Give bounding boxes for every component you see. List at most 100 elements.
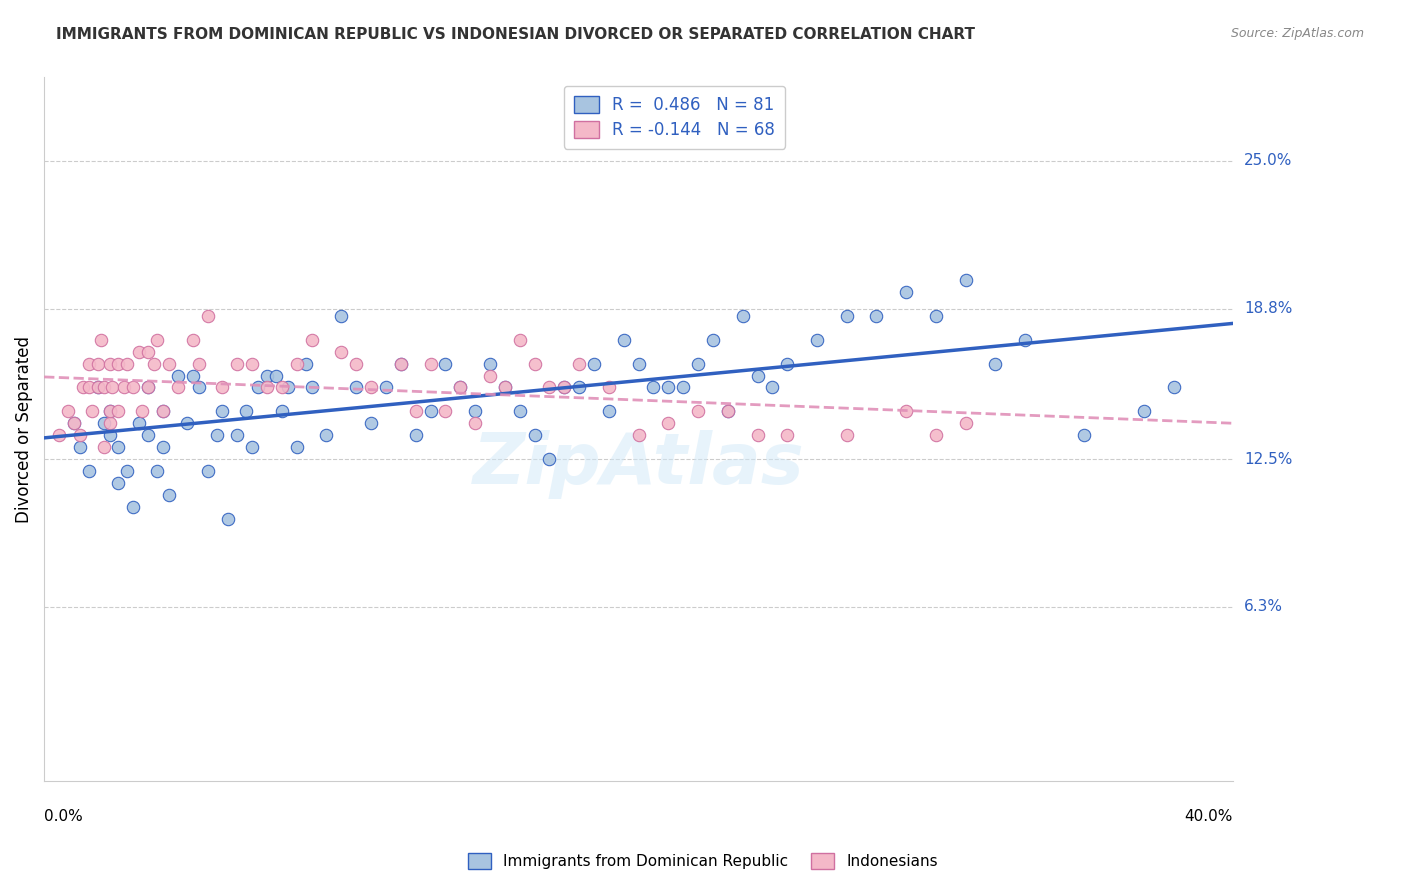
Point xyxy=(226,357,249,371)
Point xyxy=(1073,428,1095,442)
Point xyxy=(613,333,636,347)
Point xyxy=(434,404,457,418)
Text: 18.8%: 18.8% xyxy=(1244,301,1292,317)
Point xyxy=(449,380,471,394)
Point xyxy=(657,417,679,431)
Point xyxy=(117,464,139,478)
Point xyxy=(167,380,190,394)
Point xyxy=(63,417,86,431)
Point xyxy=(187,380,209,394)
Point xyxy=(240,357,263,371)
Point xyxy=(107,404,129,418)
Point xyxy=(181,368,204,383)
Point xyxy=(330,309,353,323)
Point xyxy=(72,380,94,394)
Point xyxy=(211,380,233,394)
Point xyxy=(247,380,270,394)
Point xyxy=(731,309,754,323)
Point xyxy=(747,428,769,442)
Point xyxy=(271,404,294,418)
Point xyxy=(672,380,695,394)
Point xyxy=(717,404,740,418)
Point xyxy=(494,380,516,394)
Point xyxy=(405,404,427,418)
Point xyxy=(478,357,501,371)
Point xyxy=(301,333,323,347)
Point xyxy=(48,428,70,442)
Point xyxy=(747,368,769,383)
Point xyxy=(98,404,121,418)
Point xyxy=(93,417,115,431)
Point xyxy=(98,417,121,431)
Point xyxy=(90,333,112,347)
Point xyxy=(627,357,650,371)
Point xyxy=(389,357,412,371)
Point xyxy=(449,380,471,394)
Point xyxy=(344,357,367,371)
Point xyxy=(344,380,367,394)
Point xyxy=(122,380,145,394)
Point xyxy=(865,309,887,323)
Point xyxy=(152,440,174,454)
Point xyxy=(806,333,828,347)
Point xyxy=(582,357,605,371)
Point xyxy=(152,404,174,418)
Point xyxy=(86,380,108,394)
Point xyxy=(197,464,219,478)
Point xyxy=(523,357,546,371)
Point xyxy=(360,380,382,394)
Point xyxy=(271,380,294,394)
Point xyxy=(686,404,709,418)
Point xyxy=(568,380,591,394)
Point xyxy=(568,357,591,371)
Point xyxy=(157,357,180,371)
Point xyxy=(277,380,299,394)
Point xyxy=(389,357,412,371)
Point xyxy=(101,380,124,394)
Point xyxy=(136,344,159,359)
Point xyxy=(761,380,783,394)
Point xyxy=(98,404,121,418)
Point xyxy=(226,428,249,442)
Point xyxy=(211,404,233,418)
Point xyxy=(128,344,150,359)
Point xyxy=(330,344,353,359)
Point xyxy=(187,357,209,371)
Point xyxy=(69,428,91,442)
Point xyxy=(627,428,650,442)
Point xyxy=(107,440,129,454)
Point xyxy=(122,500,145,514)
Point xyxy=(157,488,180,502)
Point xyxy=(77,357,100,371)
Point xyxy=(197,309,219,323)
Point xyxy=(955,273,977,287)
Point xyxy=(702,333,724,347)
Point xyxy=(894,404,917,418)
Point xyxy=(136,380,159,394)
Point xyxy=(98,357,121,371)
Point xyxy=(1133,404,1156,418)
Point xyxy=(1014,333,1036,347)
Point xyxy=(181,333,204,347)
Point xyxy=(235,404,257,418)
Text: ZipAtlas: ZipAtlas xyxy=(472,430,804,499)
Point xyxy=(128,417,150,431)
Point xyxy=(107,357,129,371)
Point xyxy=(657,380,679,394)
Point xyxy=(598,380,620,394)
Point xyxy=(143,357,166,371)
Point xyxy=(301,380,323,394)
Point xyxy=(205,428,228,442)
Point xyxy=(553,380,575,394)
Point xyxy=(835,309,858,323)
Point xyxy=(315,428,337,442)
Point xyxy=(1163,380,1185,394)
Point xyxy=(434,357,457,371)
Point xyxy=(925,309,948,323)
Point xyxy=(77,464,100,478)
Point xyxy=(776,428,799,442)
Point xyxy=(107,475,129,490)
Point xyxy=(63,417,86,431)
Point xyxy=(776,357,799,371)
Point xyxy=(146,333,169,347)
